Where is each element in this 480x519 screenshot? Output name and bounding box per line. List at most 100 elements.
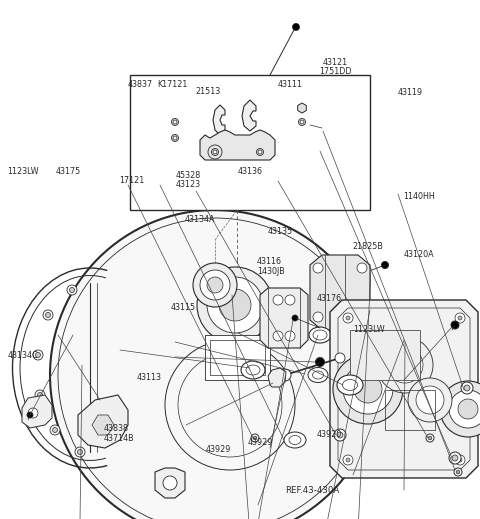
Circle shape bbox=[449, 452, 461, 464]
Circle shape bbox=[300, 120, 304, 124]
Polygon shape bbox=[22, 395, 52, 428]
Circle shape bbox=[408, 351, 416, 359]
Circle shape bbox=[458, 316, 462, 320]
Ellipse shape bbox=[309, 327, 331, 343]
Circle shape bbox=[213, 150, 217, 154]
Ellipse shape bbox=[308, 367, 328, 383]
Circle shape bbox=[334, 429, 346, 441]
Text: 1123LW: 1123LW bbox=[7, 167, 39, 176]
Circle shape bbox=[444, 321, 452, 329]
Ellipse shape bbox=[241, 361, 265, 379]
Circle shape bbox=[343, 313, 353, 323]
Text: 43929: 43929 bbox=[206, 445, 231, 455]
Polygon shape bbox=[260, 288, 308, 348]
Circle shape bbox=[346, 316, 350, 320]
Text: K17121: K17121 bbox=[157, 79, 188, 89]
Polygon shape bbox=[268, 368, 286, 387]
Polygon shape bbox=[78, 395, 128, 448]
Text: 43134C: 43134C bbox=[7, 351, 38, 360]
Circle shape bbox=[357, 263, 367, 273]
Circle shape bbox=[458, 458, 462, 462]
Circle shape bbox=[454, 468, 462, 476]
Text: 43136: 43136 bbox=[238, 167, 263, 176]
Circle shape bbox=[401, 333, 415, 347]
Circle shape bbox=[382, 262, 388, 268]
Circle shape bbox=[343, 455, 353, 465]
Text: 43714B: 43714B bbox=[103, 434, 134, 443]
Circle shape bbox=[193, 263, 237, 307]
Circle shape bbox=[28, 408, 38, 418]
Circle shape bbox=[315, 358, 324, 366]
Circle shape bbox=[428, 436, 432, 440]
Circle shape bbox=[219, 289, 251, 321]
Text: 21825B: 21825B bbox=[353, 241, 384, 251]
Polygon shape bbox=[310, 255, 370, 330]
Polygon shape bbox=[213, 105, 225, 135]
Circle shape bbox=[212, 148, 218, 156]
Circle shape bbox=[408, 321, 416, 329]
Circle shape bbox=[273, 295, 283, 305]
Circle shape bbox=[207, 277, 263, 333]
Circle shape bbox=[449, 390, 480, 428]
Text: 43920: 43920 bbox=[317, 430, 342, 440]
Circle shape bbox=[75, 447, 85, 457]
Circle shape bbox=[346, 458, 350, 462]
Circle shape bbox=[163, 476, 177, 490]
Text: 43175: 43175 bbox=[55, 167, 81, 176]
Circle shape bbox=[343, 384, 353, 394]
Polygon shape bbox=[155, 468, 185, 498]
Circle shape bbox=[273, 331, 283, 341]
Circle shape bbox=[50, 210, 380, 519]
Text: 21513: 21513 bbox=[196, 87, 221, 97]
Circle shape bbox=[197, 267, 273, 343]
Text: 43837: 43837 bbox=[127, 79, 152, 89]
Text: REF.43-430A: REF.43-430A bbox=[286, 486, 340, 495]
Circle shape bbox=[50, 425, 60, 435]
Ellipse shape bbox=[284, 432, 306, 448]
Circle shape bbox=[33, 350, 43, 360]
Text: 43113: 43113 bbox=[137, 373, 162, 383]
Circle shape bbox=[251, 434, 259, 442]
Circle shape bbox=[171, 118, 179, 126]
Circle shape bbox=[313, 312, 323, 322]
Circle shape bbox=[279, 369, 291, 381]
Circle shape bbox=[43, 310, 53, 320]
Circle shape bbox=[27, 412, 33, 418]
Text: 43176: 43176 bbox=[317, 294, 342, 303]
Polygon shape bbox=[200, 130, 275, 160]
Polygon shape bbox=[242, 100, 256, 131]
Circle shape bbox=[36, 352, 40, 358]
Circle shape bbox=[35, 390, 45, 400]
Circle shape bbox=[456, 470, 460, 474]
Circle shape bbox=[464, 385, 470, 391]
Polygon shape bbox=[298, 103, 306, 113]
Circle shape bbox=[52, 428, 58, 432]
Text: 43116: 43116 bbox=[257, 257, 282, 266]
Circle shape bbox=[335, 353, 345, 363]
Text: 1123LW: 1123LW bbox=[353, 325, 384, 334]
Text: 43111: 43111 bbox=[277, 79, 302, 89]
Circle shape bbox=[451, 321, 459, 329]
Text: 1430JB: 1430JB bbox=[257, 267, 285, 276]
Circle shape bbox=[452, 455, 458, 461]
Text: 43120A: 43120A bbox=[403, 250, 434, 259]
Circle shape bbox=[455, 455, 465, 465]
Bar bbox=[205, 335, 270, 380]
Polygon shape bbox=[92, 415, 114, 435]
Text: 43134A: 43134A bbox=[185, 215, 216, 224]
Bar bbox=[130, 75, 370, 210]
Text: 43838: 43838 bbox=[103, 424, 128, 433]
Bar bbox=[385, 390, 435, 430]
Circle shape bbox=[416, 386, 444, 414]
Circle shape bbox=[461, 382, 473, 394]
Circle shape bbox=[46, 312, 50, 318]
Text: 1751DD: 1751DD bbox=[319, 67, 352, 76]
Text: 43123: 43123 bbox=[175, 180, 200, 189]
Circle shape bbox=[200, 270, 230, 300]
Bar bbox=[350, 330, 420, 380]
Circle shape bbox=[299, 118, 305, 126]
Circle shape bbox=[37, 392, 43, 398]
Circle shape bbox=[426, 434, 434, 442]
Text: 45328: 45328 bbox=[175, 171, 201, 180]
Circle shape bbox=[458, 399, 478, 419]
